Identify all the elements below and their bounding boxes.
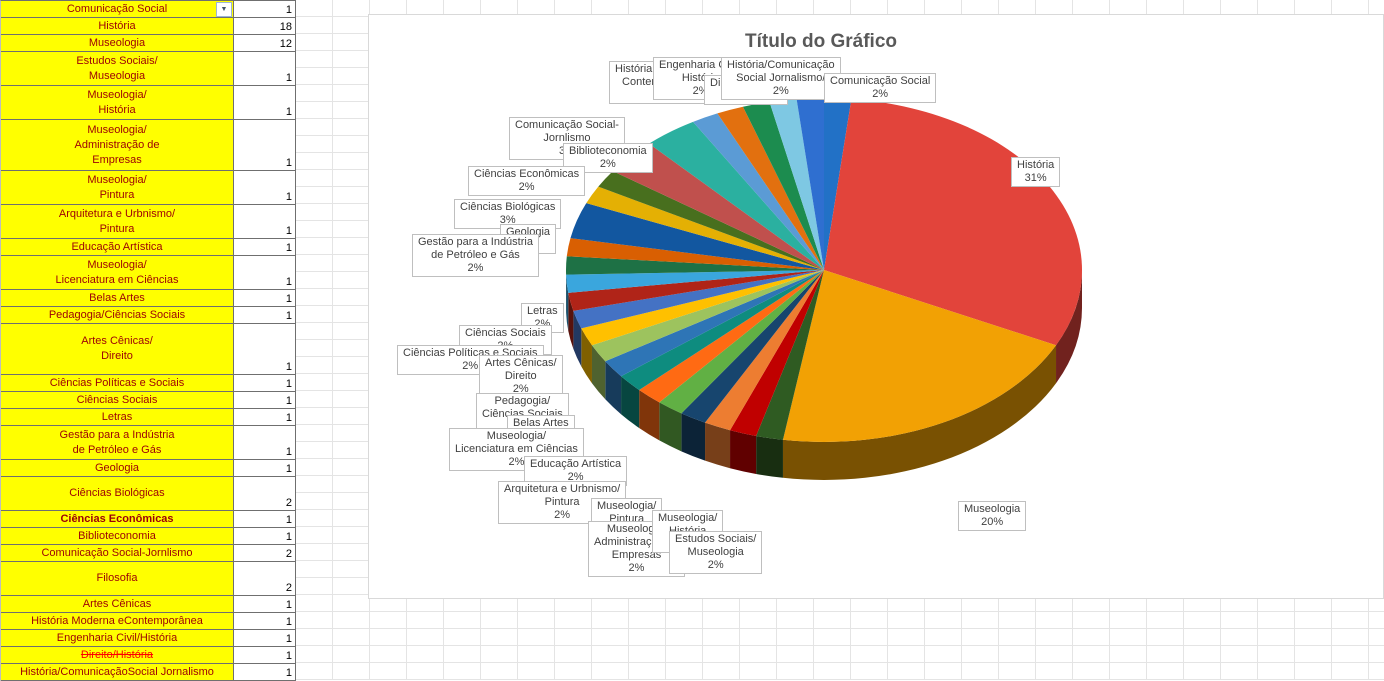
value-cell[interactable]: 1 — [234, 1, 296, 17]
category-cell[interactable]: Ciências Biológicas — [1, 477, 234, 510]
category-cell[interactable]: Comunicação Social-Jornlismo — [1, 545, 234, 561]
category-cell[interactable]: Direito/História — [1, 647, 234, 663]
value-cell[interactable]: 2 — [234, 545, 296, 561]
value-cell[interactable]: 1 — [234, 205, 296, 238]
category-cell[interactable]: Belas Artes — [1, 290, 234, 306]
category-cell[interactable]: Artes Cênicas/Direito — [1, 324, 234, 374]
category-cell[interactable]: História Moderna eContemporânea — [1, 613, 234, 629]
value-cell[interactable]: 1 — [234, 596, 296, 612]
category-cell[interactable]: História — [1, 18, 234, 34]
value-cell[interactable]: 1 — [234, 528, 296, 544]
value-cell[interactable]: 1 — [234, 460, 296, 476]
category-cell[interactable]: Comunicação Social▼ — [1, 1, 234, 17]
category-cell[interactable]: Ciências Sociais — [1, 392, 234, 408]
value-cell[interactable]: 1 — [234, 120, 296, 170]
value-cell[interactable]: 1 — [234, 52, 296, 85]
category-cell[interactable]: Ciências Econômicas — [1, 511, 234, 527]
category-cell[interactable]: Arquitetura e Urbnismo/Pintura — [1, 205, 234, 238]
category-cell[interactable]: Educação Artística — [1, 239, 234, 255]
category-cell[interactable]: Ciências Políticas e Sociais — [1, 375, 234, 391]
value-cell[interactable]: 1 — [234, 426, 296, 459]
category-cell[interactable]: Estudos Sociais/Museologia — [1, 52, 234, 85]
filter-dropdown-icon[interactable]: ▼ — [216, 2, 232, 17]
category-cell[interactable]: Pedagogia/Ciências Sociais — [1, 307, 234, 323]
chart-area[interactable]: História Moderna eContemporânea2%Engenha… — [368, 14, 1384, 599]
value-cell[interactable]: 1 — [234, 511, 296, 527]
value-cell[interactable]: 1 — [234, 307, 296, 323]
value-cell[interactable]: 1 — [234, 171, 296, 204]
category-cell[interactable]: Museologia — [1, 35, 234, 51]
category-cell[interactable]: Museologia/Licenciatura em Ciências — [1, 256, 234, 289]
value-cell[interactable]: 1 — [234, 256, 296, 289]
category-cell[interactable]: Museologia/História — [1, 86, 234, 119]
table-row: Comunicação Social▼1 — [1, 1, 296, 18]
chart-title: Título do Gráfico — [745, 31, 897, 53]
value-cell[interactable]: 2 — [234, 562, 296, 595]
category-cell[interactable]: Geologia — [1, 460, 234, 476]
category-cell[interactable]: Filosofia — [1, 562, 234, 595]
category-cell[interactable]: Engenharia Civil/História — [1, 630, 234, 646]
value-cell[interactable]: 1 — [234, 630, 296, 646]
value-cell[interactable]: 2 — [234, 477, 296, 510]
category-cell[interactable]: Museologia/Pintura — [1, 171, 234, 204]
value-cell[interactable]: 1 — [234, 613, 296, 629]
value-cell[interactable]: 12 — [234, 35, 296, 51]
category-cell[interactable]: História/ComunicaçãoSocial Jornalismo — [1, 664, 234, 680]
value-cell[interactable]: 1 — [234, 664, 296, 680]
category-cell[interactable]: Artes Cênicas — [1, 596, 234, 612]
value-cell[interactable]: 1 — [234, 290, 296, 306]
value-cell[interactable]: 1 — [234, 392, 296, 408]
category-cell[interactable]: Biblioteconomia — [1, 528, 234, 544]
value-cell[interactable]: 1 — [234, 647, 296, 663]
value-cell[interactable]: 1 — [234, 86, 296, 119]
value-cell[interactable]: 1 — [234, 375, 296, 391]
chart-labels: História Moderna eContemporânea2%Engenha… — [369, 15, 1383, 598]
value-cell[interactable]: 1 — [234, 409, 296, 425]
value-cell[interactable]: 1 — [234, 239, 296, 255]
category-cell[interactable]: Letras — [1, 409, 234, 425]
value-cell[interactable]: 1 — [234, 324, 296, 374]
value-cell[interactable]: 18 — [234, 18, 296, 34]
